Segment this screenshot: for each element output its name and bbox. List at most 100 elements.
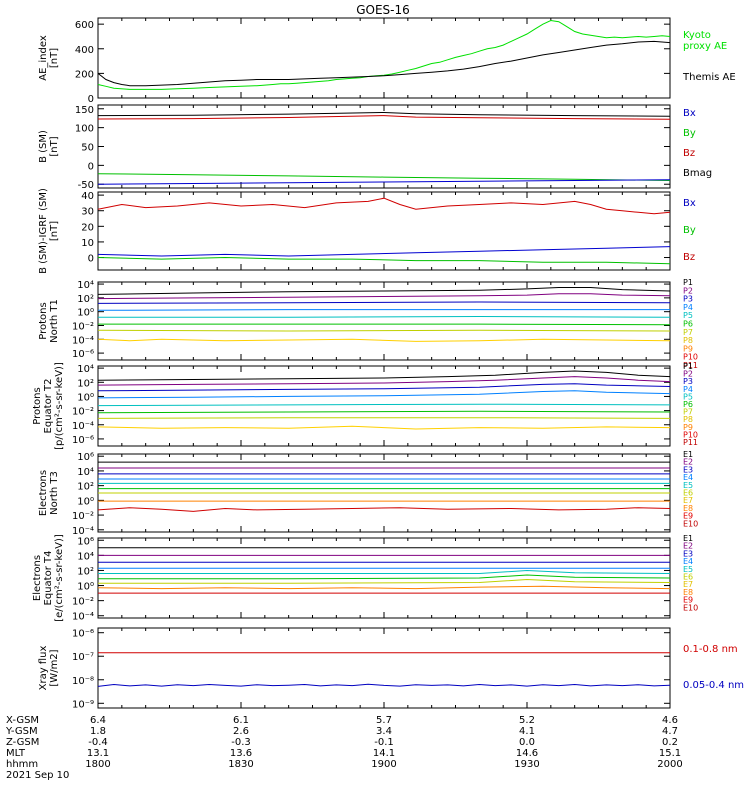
- series-line: [97, 507, 671, 512]
- y-tick-label: 10⁻²: [72, 511, 94, 522]
- y-tick-label: 10: [81, 238, 94, 249]
- x-row-value: 13.1: [87, 748, 109, 759]
- series-line: [97, 287, 671, 295]
- series-line: [97, 390, 671, 399]
- series-line: [97, 383, 671, 392]
- series-line: [97, 403, 671, 407]
- y-axis-label: [nT]: [49, 136, 60, 156]
- series-line: [97, 309, 670, 311]
- y-axis-label: Equator T2: [43, 379, 54, 434]
- series-line: [97, 329, 671, 332]
- legend-label: E1: [683, 534, 693, 543]
- legend-label: E3: [683, 549, 693, 558]
- series-line: [97, 417, 671, 419]
- legend-label: E6: [683, 489, 693, 498]
- y-tick-label: 10⁻⁴: [72, 612, 94, 623]
- x-row-value: 6.4: [90, 715, 106, 726]
- legend-label: Themis AE: [682, 72, 736, 83]
- y-tick-label: 10⁴: [77, 551, 94, 562]
- y-axis-label: North T3: [49, 471, 60, 515]
- y-tick-label: 10⁰: [77, 496, 94, 507]
- legend-label: P1: [683, 362, 693, 371]
- y-tick-label: 10⁴: [77, 364, 94, 375]
- y-tick-label: 200: [75, 69, 94, 80]
- x-row-label: MLT: [6, 748, 26, 759]
- x-row-value: 4.6: [662, 715, 678, 726]
- x-row-value: 4.7: [662, 726, 678, 737]
- y-axis-label: Electrons: [38, 470, 49, 516]
- y-tick-label: 10⁰: [77, 308, 94, 319]
- y-tick-label: 150: [75, 105, 94, 116]
- legend-label: Bx: [683, 108, 696, 119]
- y-tick-label: 40: [81, 191, 94, 202]
- series-line: [97, 301, 671, 304]
- legend-label: E9: [683, 596, 693, 605]
- y-tick-label: 10⁻²: [72, 407, 94, 418]
- y-tick-label: 600: [75, 20, 94, 31]
- y-tick-label: 10⁻⁷: [72, 652, 94, 663]
- x-row-value: 1.8: [90, 726, 106, 737]
- y-tick-label: 10⁻²: [72, 321, 94, 332]
- legend-label: E4: [683, 557, 693, 566]
- y-tick-label: 100: [75, 124, 94, 135]
- series-line: [97, 256, 671, 265]
- series-line: [97, 585, 671, 590]
- series-line: [98, 569, 671, 574]
- x-row-value: 1800: [85, 759, 110, 770]
- y-tick-label: -50: [78, 180, 94, 191]
- series-line: [97, 197, 671, 215]
- panel-frame: [97, 104, 671, 189]
- legend-label: P8: [683, 336, 693, 345]
- series-line: [97, 293, 671, 300]
- series-line: [98, 315, 671, 318]
- y-tick-label: 10⁴: [77, 467, 94, 478]
- y-tick-label: 10⁻⁹: [72, 699, 94, 710]
- x-row-value: 4.1: [519, 726, 535, 737]
- x-row-value: -0.1: [374, 737, 394, 748]
- legend-label: E8: [683, 588, 693, 597]
- y-tick-label: 10⁻²: [72, 597, 94, 608]
- x-row-value: 5.2: [519, 715, 535, 726]
- legend-label: P3: [683, 295, 693, 304]
- series-line: [97, 376, 671, 386]
- series-line: [97, 19, 671, 90]
- legend-label: 0.05-0.4 nm: [683, 680, 744, 691]
- x-row-value: 0.0: [519, 737, 535, 748]
- legend-label: E2: [683, 458, 693, 467]
- legend-label: E5: [683, 565, 693, 574]
- legend-label: P2: [683, 286, 693, 295]
- x-row-value: 1830: [228, 759, 253, 770]
- legend-label: E8: [683, 504, 693, 513]
- legend-label: E4: [683, 473, 693, 482]
- y-tick-label: 10⁻⁴: [72, 526, 94, 537]
- y-axis-label: Protons: [38, 302, 49, 339]
- y-axis-label: [W/m2]: [49, 649, 60, 686]
- legend-label: E3: [683, 465, 693, 474]
- y-tick-label: 10⁶: [77, 452, 94, 463]
- y-tick-label: 10⁻⁴: [72, 335, 94, 346]
- legend-label: P5: [683, 392, 693, 401]
- legend-label: P8: [683, 415, 693, 424]
- y-axis-label: B (SM)-IGRF (SM): [38, 188, 49, 274]
- y-tick-label: 10²: [77, 294, 94, 305]
- legend-label: E1: [683, 450, 693, 459]
- x-row-value: -0.4: [88, 737, 108, 748]
- x-row-value: -0.3: [231, 737, 251, 748]
- legend-label: P3: [683, 377, 693, 386]
- panel-5: 10⁻⁶ 10⁻⁴ 10⁻² 10⁰ 10² 10⁴ Protons Equator T2 [p…: [32, 362, 698, 450]
- x-axis-table: X-GSM 6.4 6.1 5.7 5.2 4.6 Y-GSM 1.8 2.6 3.4 4.1 4.7…: [5, 715, 683, 781]
- x-row-value: 6.1: [233, 715, 249, 726]
- y-tick-label: 10⁻⁴: [72, 421, 94, 432]
- legend-label: P1: [683, 278, 693, 287]
- y-tick-label: 10⁰: [77, 392, 94, 403]
- x-row-value: 2.6: [233, 726, 249, 737]
- x-row-value: 15.1: [659, 748, 681, 759]
- y-tick-label: 10⁻⁶: [72, 349, 94, 360]
- x-row-value: 13.6: [230, 748, 252, 759]
- legend-label: P7: [683, 408, 693, 417]
- y-tick-label: 10⁻⁶: [72, 629, 94, 640]
- y-axis-label: Protons: [32, 387, 43, 424]
- legend-label: P10: [683, 430, 698, 439]
- y-tick-label: 10⁴: [77, 280, 94, 291]
